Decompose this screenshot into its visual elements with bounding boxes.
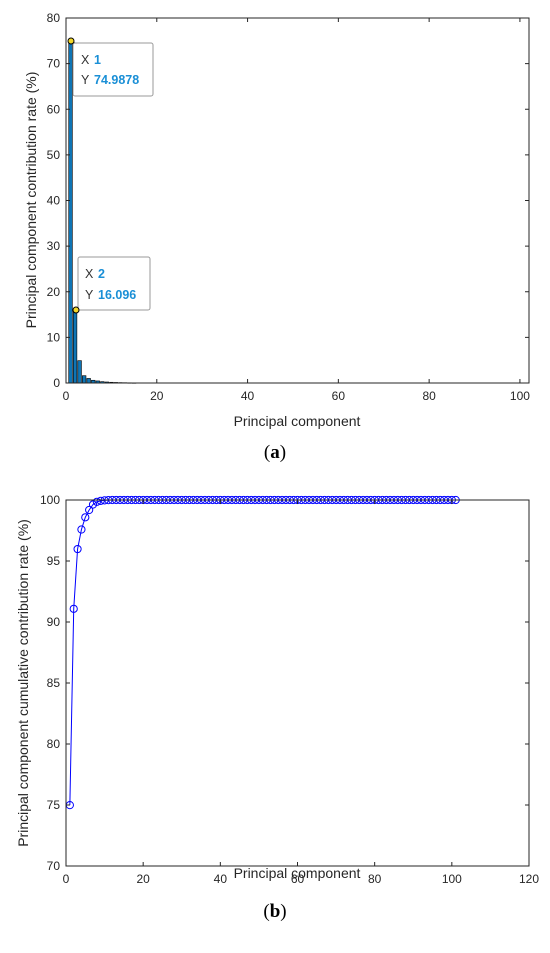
datatip-2-x-value: 2: [98, 267, 105, 281]
chart-b-ytick-label: 95: [47, 554, 61, 568]
chart-a-xtick-label: 100: [510, 389, 530, 403]
chart-b-series: [65, 495, 460, 810]
chart-b-point: [85, 505, 94, 515]
chart-a-xtick-label: 20: [150, 389, 164, 403]
chart-b-point: [81, 513, 90, 522]
chart-b-ticks: 0 20 40 60 80 100 120 70 75 80 85 90 95 100: [40, 493, 539, 886]
chart-a-ytick-label: 10: [47, 330, 61, 344]
chart-a-bar: [86, 378, 91, 384]
chart-a-ticks: 0 20 40 60 80 100 0 10 20 30 40 50 60 70 80: [47, 11, 531, 403]
chart-b-ytick-label: 100: [40, 493, 60, 507]
chart-b-ytick-label: 80: [47, 737, 61, 751]
chart-b-xtick-label: 0: [63, 872, 70, 886]
chart-a-bar: [82, 375, 87, 384]
chart-a-xtick-label: 0: [63, 389, 70, 403]
chart-b-axes-box: [65, 499, 530, 867]
chart-b-ytick-label: 70: [47, 859, 61, 873]
chart-a-ytick-label: 70: [47, 57, 61, 71]
chart-a-ytick-label: 40: [47, 194, 61, 208]
chart-a-ytick-label: 80: [47, 11, 61, 25]
chart-b-ylabel: Principal component cumulative contribut…: [15, 519, 31, 847]
chart-a-xtick-label: 60: [332, 389, 346, 403]
datatip-1-y-value: 74.9878: [94, 73, 139, 87]
chart-b-ytick-label: 75: [47, 798, 61, 812]
chart-b-caption: (b): [263, 901, 286, 922]
chart-b-point: [96, 496, 105, 505]
chart-a-bar: [68, 40, 73, 384]
chart-a-ytick-label: 20: [47, 285, 61, 299]
chart-a-caption-letter: a: [270, 442, 280, 463]
chart-a-ytick-label: 0: [53, 376, 60, 390]
datatip-1-x-value: 1: [94, 53, 101, 67]
chart-b-xtick-label: 120: [519, 872, 539, 886]
chart-a-ytick-label: 30: [47, 239, 61, 253]
chart-b-ytick-label: 85: [47, 676, 61, 690]
chart-b-point: [92, 497, 101, 506]
chart-a-xtick-label: 40: [241, 389, 255, 403]
chart-b-xtick-label: 20: [136, 872, 150, 886]
chart-b-xtick-label: 80: [368, 872, 382, 886]
datatip-1[interactable]: X 1 Y 74.9878: [67, 37, 154, 97]
chart-a-ytick-label: 50: [47, 148, 61, 162]
chart-b-xtick-label: 60: [291, 872, 305, 886]
chart-b-line: [69, 499, 456, 806]
datatip-1-y-key: Y: [81, 73, 90, 87]
chart-a-xtick-label: 80: [422, 389, 436, 403]
chart-a: 0 20 40 60 80 100 0 10 20 30 40 50 60 70 80 X 1 Y 74.9…: [23, 11, 530, 463]
datatip-1-marker[interactable]: [67, 37, 75, 45]
chart-a-caption: (a): [264, 442, 286, 463]
chart-a-ytick-label: 60: [47, 102, 61, 116]
chart-b-xtick-label: 40: [214, 872, 228, 886]
chart-b: 0 20 40 60 80 100 120 70 75 80 85 90 95 100 Principal…: [15, 493, 539, 922]
chart-b-caption-letter: b: [270, 901, 281, 922]
chart-b-point: [69, 604, 78, 613]
chart-a-xlabel: Principal component: [234, 413, 361, 429]
datatip-1-x-key: X: [81, 53, 90, 67]
chart-b-xtick-label: 100: [442, 872, 462, 886]
datatip-2-box: [77, 256, 151, 311]
chart-b-ytick-label: 90: [47, 615, 61, 629]
datatip-2-x-key: X: [85, 267, 94, 281]
chart-a-ylabel: Principal component contribution rate (%…: [23, 72, 39, 329]
chart-a-bar: [77, 360, 82, 384]
datatip-2[interactable]: X 2 Y 16.096: [72, 256, 151, 314]
datatip-2-marker[interactable]: [72, 306, 80, 314]
datatip-2-y-key: Y: [85, 288, 94, 302]
datatip-2-y-value: 16.096: [98, 288, 136, 302]
chart-b-xlabel: Principal component: [234, 865, 361, 881]
datatip-1-box: [72, 42, 154, 97]
chart-b-point: [77, 525, 86, 534]
chart-a-bar: [72, 309, 78, 384]
chart-b-point: [73, 544, 82, 554]
